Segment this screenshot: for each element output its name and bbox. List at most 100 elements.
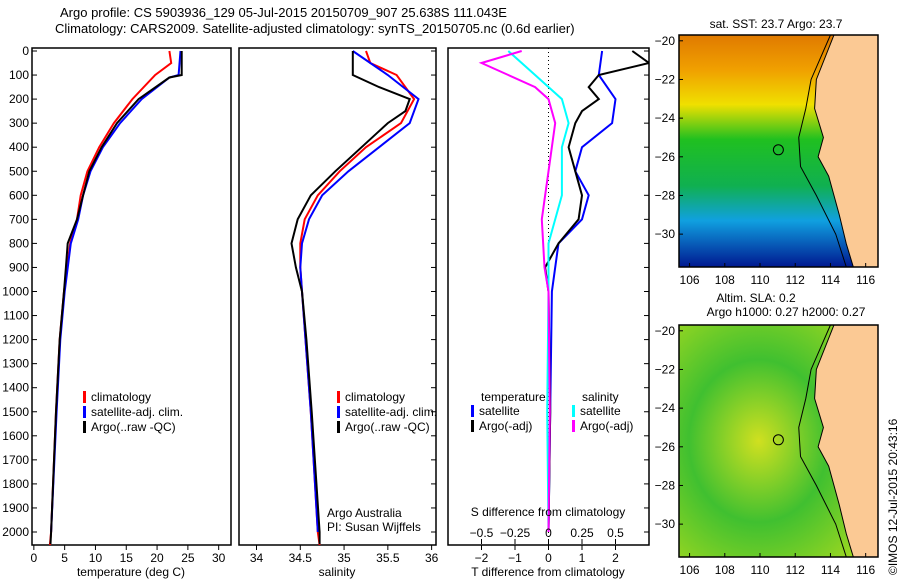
latitude-tick-label: −28	[655, 188, 676, 202]
temperature-legend-swatch	[83, 391, 86, 403]
sst-map-frame	[678, 34, 879, 268]
temperature-legend-label: climatology	[91, 390, 151, 404]
temperature-legend-swatch	[83, 421, 86, 433]
argo-position-marker	[772, 144, 784, 156]
longitude-tick-label: 110	[750, 273, 769, 287]
longitude-tick-label: 116	[856, 563, 875, 577]
depth-tick-label: 200	[9, 92, 29, 106]
salinity-legend-swatch	[337, 406, 340, 418]
isobath-line	[798, 324, 847, 558]
depth-tick-label: 700	[9, 212, 29, 226]
salinity-legend-label: climatology	[345, 390, 405, 404]
difference-line-3	[478, 50, 557, 533]
isobath-line	[798, 34, 847, 268]
x-axis-label: salinity	[319, 565, 356, 579]
salinity-line-2	[290, 51, 411, 544]
plot-frame	[238, 47, 437, 546]
sst-map-title: sat. SST: 23.7 Argo: 23.7	[710, 17, 843, 31]
t-difference-axis-tick-label: −1	[508, 551, 522, 565]
depth-tick-label: 1800	[2, 477, 29, 491]
temperature-axis-tick-label: 0	[31, 551, 38, 565]
legend-title: temperature	[481, 390, 546, 404]
longitude-tick-label: 116	[856, 273, 875, 287]
salinity-legend-swatch	[337, 391, 340, 403]
sla-map-title: Altim. SLA: 0.2	[716, 291, 796, 305]
depth-tick-label: 500	[9, 164, 29, 178]
temperature-axis-tick-label: 15	[120, 551, 134, 565]
x-axis-label: temperature (deg C)	[77, 565, 185, 579]
t-legend-label: satellite	[479, 404, 520, 418]
t-legend-swatch	[471, 420, 474, 432]
s-difference-axis-tick-label: 0	[545, 526, 552, 540]
latitude-tick-label: −26	[655, 440, 676, 454]
salinity-axis-tick-label: 34	[250, 551, 264, 565]
longitude-tick-label: 108	[715, 273, 735, 287]
salinity-legend-label: satellite-adj. clim.	[345, 405, 437, 419]
longitude-tick-label: 106	[680, 563, 700, 577]
depth-tick-label: 1500	[2, 405, 29, 419]
depth-tick-label: 0	[22, 44, 29, 58]
latitude-tick-label: −26	[655, 150, 676, 164]
temperature-legend-swatch	[83, 406, 86, 418]
difference-line-2	[507, 50, 570, 533]
salinity-axis-tick-label: 36	[425, 551, 439, 565]
annotation-text: PI: Susan Wijffels	[327, 520, 421, 534]
difference-line-0	[547, 50, 617, 533]
temperature-line-2	[49, 51, 183, 545]
latitude-tick-label: −28	[655, 478, 676, 492]
latitude-tick-label: −20	[655, 34, 676, 48]
t-difference-axis-tick-label: 1	[579, 551, 586, 565]
longitude-tick-label: 114	[821, 563, 840, 577]
temperature-legend-label: satellite-adj. clim.	[91, 405, 183, 419]
sla-map-frame	[678, 324, 879, 558]
s-legend-swatch	[572, 420, 575, 432]
temperature-axis-tick-label: 25	[181, 551, 195, 565]
title-line-1: Argo profile: CS 5903936_129 05-Jul-2015…	[60, 5, 507, 20]
depth-tick-label: 800	[9, 236, 29, 250]
temperature-axis-tick-label: 20	[150, 551, 164, 565]
depth-tick-label: 1300	[2, 357, 29, 371]
longitude-tick-label: 112	[786, 273, 805, 287]
depth-tick-label: 1200	[2, 333, 29, 347]
temperature-legend-label: Argo(..raw -QC)	[91, 420, 176, 434]
temperature-line-0	[48, 50, 173, 546]
salinity-axis-tick-label: 35.5	[376, 551, 400, 565]
s-difference-axis-tick-label: 0.5	[607, 526, 624, 540]
depth-tick-label: 1000	[2, 285, 29, 299]
latitude-tick-label: −20	[655, 324, 676, 338]
salinity-line-0	[299, 50, 416, 546]
longitude-tick-label: 114	[821, 273, 840, 287]
temperature-axis-tick-label: 30	[212, 551, 226, 565]
salinity-axis-tick-label: 35	[337, 551, 351, 565]
s-difference-axis-tick-label: −0.5	[470, 526, 494, 540]
t-legend-label: Argo(-adj)	[479, 419, 532, 433]
latitude-tick-label: −30	[655, 517, 676, 531]
temperature-axis-tick-label: 10	[89, 551, 103, 565]
depth-tick-label: 1900	[2, 501, 29, 515]
depth-tick-label: 1400	[2, 381, 29, 395]
title-line-2: Climatology: CARS2009. Satellite-adjuste…	[55, 21, 575, 36]
annotation-text: Argo Australia	[327, 506, 402, 520]
longitude-tick-label: 106	[680, 273, 700, 287]
latitude-tick-label: −22	[655, 362, 676, 376]
sla-map-subtitle: Argo h1000: 0.27 h2000: 0.27	[707, 305, 866, 319]
depth-tick-label: 900	[9, 260, 29, 274]
temperature-axis-tick-label: 5	[61, 551, 68, 565]
longitude-tick-label: 110	[750, 563, 769, 577]
latitude-tick-label: −22	[655, 72, 676, 86]
s-legend-label: Argo(-adj)	[580, 419, 633, 433]
difference-line-1	[544, 50, 649, 533]
depth-tick-label: 100	[9, 68, 29, 82]
s-legend-swatch	[572, 405, 575, 417]
salinity-axis-tick-label: 34.5	[289, 551, 313, 565]
depth-tick-label: 300	[9, 116, 29, 130]
t-difference-axis-tick-label: 0	[545, 551, 552, 565]
depth-tick-label: 400	[9, 140, 29, 154]
s-difference-axis-tick-label: −0.25	[500, 526, 531, 540]
salinity-legend-swatch	[337, 421, 340, 433]
depth-tick-label: 1700	[2, 453, 29, 467]
s-difference-axis-tick-label: 0.25	[570, 526, 594, 540]
depth-tick-label: 1600	[2, 429, 29, 443]
